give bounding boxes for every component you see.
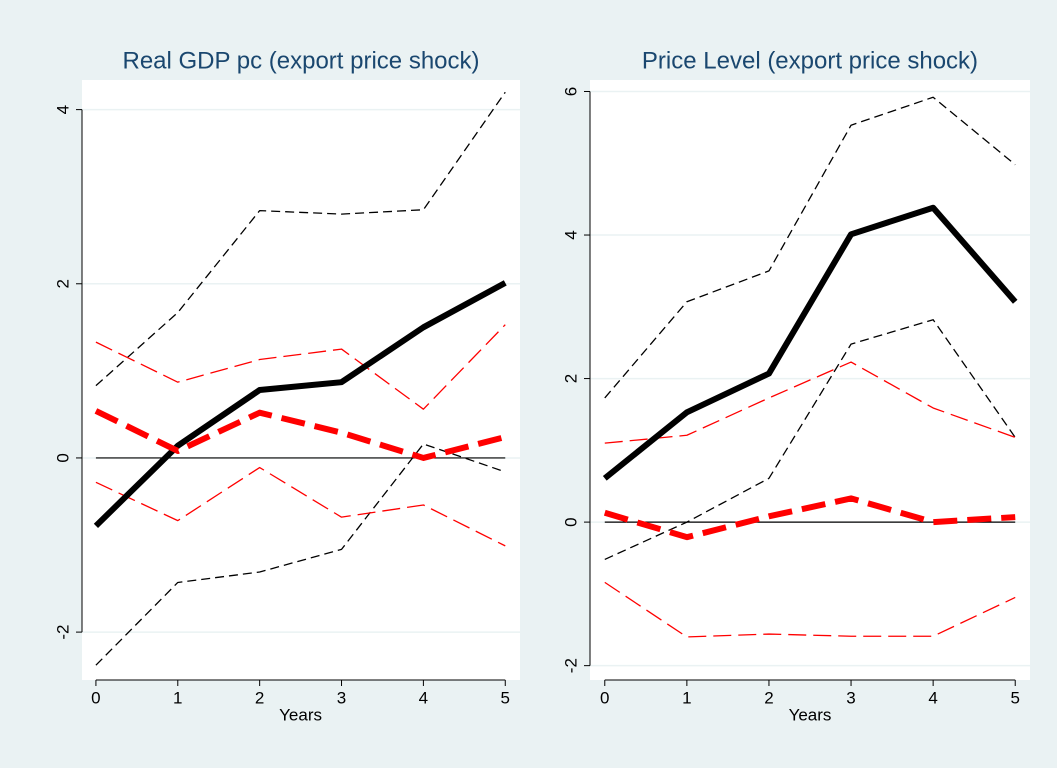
- plot-area: [82, 80, 520, 680]
- series-line: [95, 91, 506, 387]
- x-axis-label: Years: [279, 705, 322, 724]
- series-line: [95, 443, 506, 666]
- series-line: [604, 581, 1016, 638]
- series-line: [604, 361, 1016, 444]
- y-tick-label: -2: [561, 658, 580, 673]
- x-tick-label: 2: [764, 688, 773, 707]
- y-tick-label: 2: [561, 374, 580, 383]
- y-tick-label: 2: [53, 279, 72, 288]
- series-line: [95, 466, 506, 547]
- x-axis-label: Years: [789, 705, 832, 724]
- series-line: [95, 324, 506, 410]
- chart-title: Real GDP pc (export price shock): [122, 47, 479, 74]
- y-tick-label: 4: [53, 105, 72, 114]
- x-tick-label: 0: [91, 688, 100, 707]
- series-line: [604, 319, 1016, 561]
- y-tick-label: 0: [561, 517, 580, 526]
- series-line: [602, 204, 1018, 481]
- x-tick-label: 4: [419, 688, 428, 707]
- y-tick-label: -2: [53, 625, 72, 640]
- chart-title: Price Level (export price shock): [642, 47, 978, 74]
- series-line: [604, 96, 1016, 399]
- x-tick-label: 0: [600, 688, 609, 707]
- x-tick-label: 1: [682, 688, 691, 707]
- y-tick-label: 6: [561, 87, 580, 96]
- series-line: [603, 495, 1016, 541]
- x-tick-label: 2: [255, 688, 264, 707]
- x-tick-label: 5: [501, 688, 510, 707]
- series-line: [94, 408, 507, 461]
- y-tick-label: 0: [53, 453, 72, 462]
- x-tick-label: 4: [928, 688, 937, 707]
- x-tick-label: 5: [1010, 688, 1019, 707]
- x-tick-label: 3: [337, 688, 346, 707]
- x-tick-label: 3: [846, 688, 855, 707]
- series-line: [93, 280, 507, 529]
- y-tick-label: 4: [561, 230, 580, 239]
- x-tick-label: 1: [173, 688, 182, 707]
